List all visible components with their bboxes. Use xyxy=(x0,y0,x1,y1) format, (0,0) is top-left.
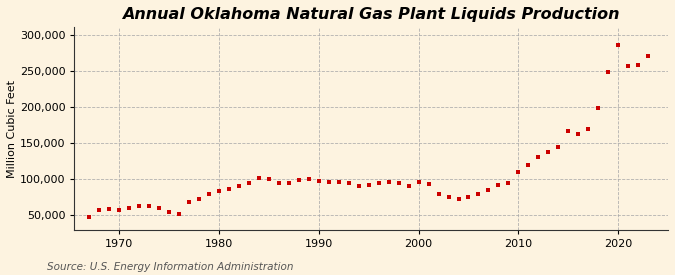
Y-axis label: Million Cubic Feet: Million Cubic Feet xyxy=(7,79,17,178)
Title: Annual Oklahoma Natural Gas Plant Liquids Production: Annual Oklahoma Natural Gas Plant Liquid… xyxy=(122,7,620,22)
Text: Source: U.S. Energy Information Administration: Source: U.S. Energy Information Administ… xyxy=(47,262,294,272)
